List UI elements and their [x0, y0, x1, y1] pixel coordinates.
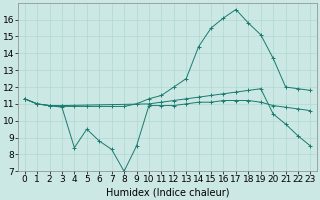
X-axis label: Humidex (Indice chaleur): Humidex (Indice chaleur): [106, 187, 229, 197]
